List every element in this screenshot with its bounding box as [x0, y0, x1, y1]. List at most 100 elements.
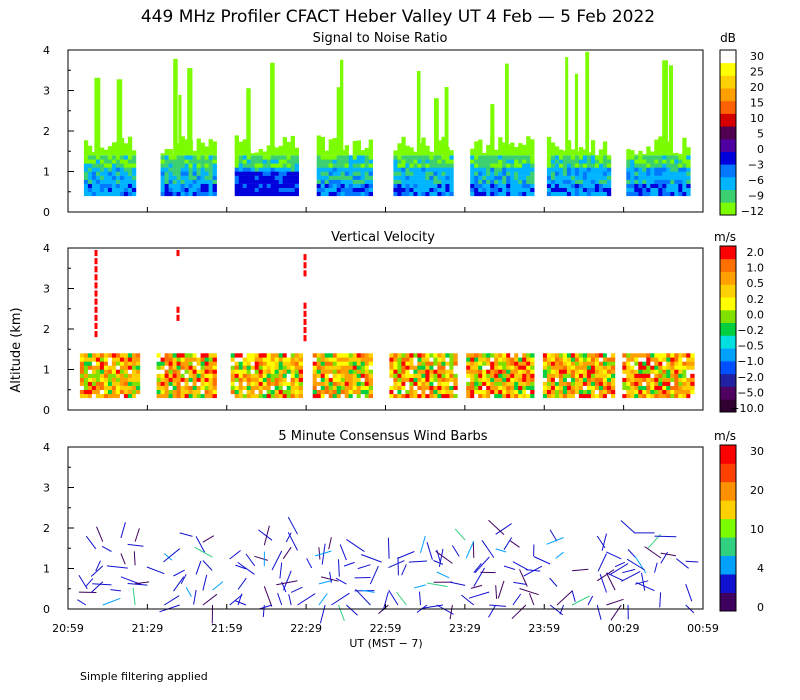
velocity-cell — [506, 389, 511, 395]
velocity-cell — [131, 353, 137, 358]
snr-cell — [266, 155, 271, 160]
velocity-cell — [429, 381, 434, 386]
wind-barb — [610, 604, 622, 621]
snr-cell — [502, 175, 507, 180]
velocity-cell — [690, 381, 695, 386]
velocity-cell — [610, 377, 616, 382]
wind-barb — [361, 589, 375, 593]
snr-cell — [208, 139, 213, 156]
wind-barb — [528, 593, 535, 606]
snr-cell — [234, 155, 239, 160]
velocity-cell — [172, 353, 177, 358]
velocity-cell — [642, 381, 647, 386]
velocity-cell — [368, 381, 373, 386]
velocity-cell — [352, 389, 357, 395]
wind-barb — [258, 529, 273, 541]
snr-cell — [550, 159, 556, 164]
snr-cell — [328, 155, 333, 160]
velocity-cell — [316, 377, 321, 382]
velocity-cell — [518, 365, 523, 370]
velocity-cell — [626, 385, 631, 390]
snr-cell — [87, 191, 93, 197]
snr-cell — [250, 159, 255, 164]
snr-cell — [662, 183, 667, 188]
snr-cell — [437, 187, 442, 192]
velocity-cell — [550, 353, 556, 358]
snr-cell — [510, 179, 515, 184]
wind-barb — [685, 584, 693, 602]
snr-cell — [510, 191, 515, 197]
wind-barb — [193, 589, 197, 605]
velocity-cell — [634, 385, 639, 390]
velocity-cell — [87, 373, 93, 378]
snr-cell — [212, 167, 217, 172]
snr-cell — [590, 187, 596, 192]
snr-cell — [344, 179, 349, 184]
wind-barb — [435, 550, 453, 564]
velocity-cell — [356, 373, 361, 378]
velocity-cell — [546, 373, 552, 378]
velocity-cell — [397, 365, 402, 370]
snr-cell — [324, 150, 329, 156]
velocity-cell — [274, 353, 279, 358]
velocity-cell — [482, 361, 487, 366]
velocity-cell — [356, 389, 361, 395]
velocity-cell — [79, 377, 85, 382]
velocity-cell — [286, 393, 291, 399]
snr-cell — [494, 191, 499, 197]
velocity-cell — [91, 377, 97, 382]
snr-cell — [258, 179, 263, 184]
velocity-cell — [282, 385, 287, 390]
snr-cell — [352, 187, 357, 192]
snr-cell — [204, 187, 209, 192]
wind-barb — [163, 553, 173, 561]
snr-cell — [437, 175, 442, 180]
snr-cell — [180, 163, 185, 168]
colorbar-tick-label: −1.0 — [737, 355, 764, 368]
wind-barb — [559, 604, 565, 615]
velocity-cell — [437, 377, 442, 382]
snr-cell — [594, 175, 600, 180]
snr-cell — [119, 163, 125, 168]
snr-cell — [332, 155, 337, 160]
velocity-cell — [518, 389, 523, 395]
velocity-cell — [522, 373, 527, 378]
snr-cell — [654, 175, 659, 180]
snr-cell — [441, 136, 446, 156]
velocity-cell — [352, 393, 357, 399]
snr-cell — [546, 183, 552, 188]
velocity-cell — [570, 381, 576, 386]
velocity-cell — [79, 373, 85, 378]
velocity-cell — [184, 377, 189, 382]
snr-cell — [274, 147, 279, 156]
snr-cell — [590, 183, 596, 188]
snr-cell — [328, 175, 333, 180]
velocity-cell — [526, 361, 531, 366]
snr-cell — [405, 163, 410, 168]
velocity-cell — [674, 369, 679, 374]
snr-cell — [682, 187, 687, 192]
snr-cell — [514, 183, 519, 188]
snr-cell — [646, 183, 651, 188]
velocity-cell — [482, 385, 487, 390]
snr-cell — [638, 187, 643, 192]
velocity-cell — [164, 393, 169, 399]
snr-cell — [99, 163, 105, 168]
velocity-cell — [546, 381, 552, 386]
velocity-cell — [324, 365, 329, 370]
velocity-cell — [270, 365, 275, 370]
velocity-cell — [437, 389, 442, 395]
snr-cell — [266, 159, 271, 164]
colorbar-tick-label: −0.5 — [737, 340, 764, 353]
velocity-cell — [626, 389, 631, 395]
snr-cell — [606, 179, 612, 184]
snr-cell — [582, 183, 588, 188]
velocity-cell — [393, 377, 398, 382]
velocity-cell — [441, 365, 446, 370]
velocity-cell — [429, 369, 434, 374]
velocity-cell — [336, 373, 341, 378]
snr-cell — [336, 167, 341, 172]
snr-cell — [99, 167, 105, 172]
snr-cell — [238, 187, 243, 192]
